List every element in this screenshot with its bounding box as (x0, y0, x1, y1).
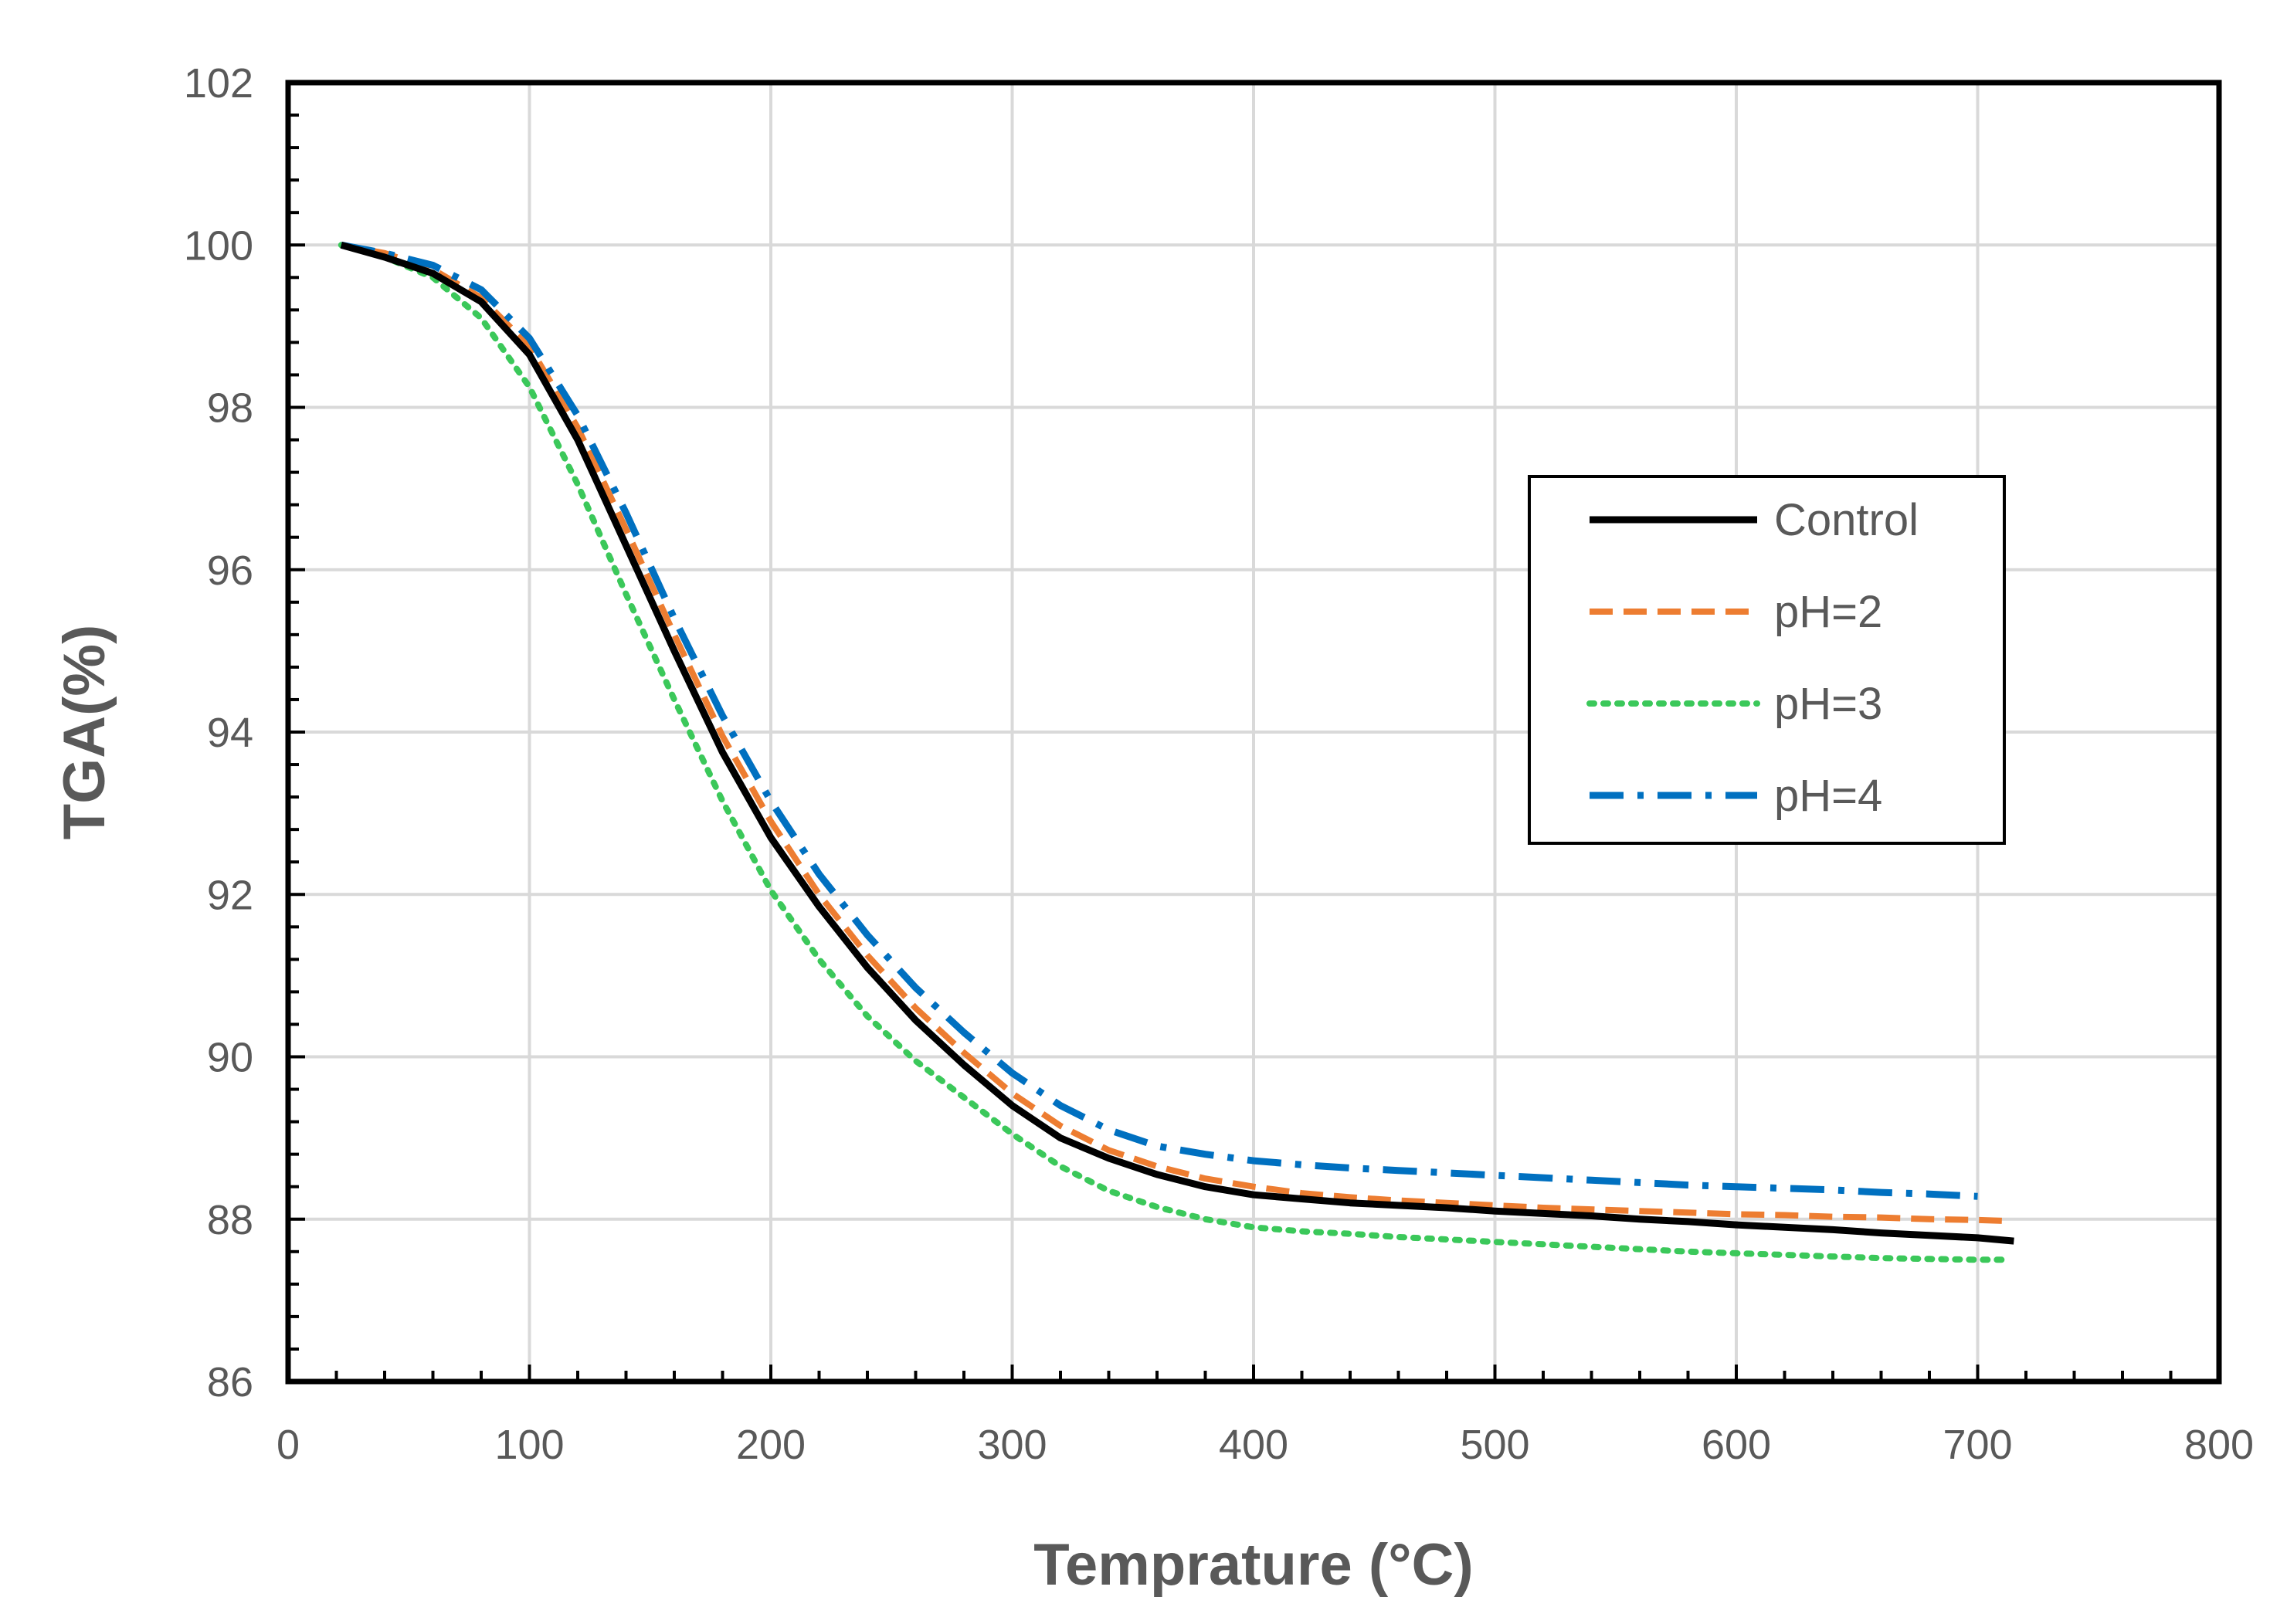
x-tick-label: 100 (494, 1422, 564, 1468)
y-axis-title: TGA(%) (52, 625, 117, 840)
y-tick-label: 98 (207, 385, 253, 432)
x-axis-title: Temprature (°C) (1033, 1532, 1473, 1598)
legend: Control pH=2 pH=3 pH=4 (1528, 475, 2006, 845)
minor-ticks (287, 81, 2221, 1383)
legend-box (1528, 475, 2006, 845)
legend-label: pH=3 (1774, 679, 1882, 729)
x-tick-label: 400 (1219, 1422, 1288, 1468)
tick-labels: 0 100 200 300 400 500 600 700 800 86 88 90 92 94 96 98 1… (184, 60, 2254, 1468)
series-line-ph-2 (341, 242, 2002, 1224)
legend-label: Control (1774, 495, 1919, 545)
series-line-ph-4 (340, 241, 1978, 1200)
x-tick-label: 800 (2184, 1422, 2254, 1468)
series-layer (338, 241, 2014, 1263)
x-tick-label: 600 (1702, 1422, 1771, 1468)
y-tick-label: 94 (207, 710, 253, 756)
legend-label: pH=2 (1774, 587, 1882, 637)
y-tick-label: 90 (207, 1035, 253, 1081)
x-tick-label: 300 (977, 1422, 1047, 1468)
x-tick-label: 200 (736, 1422, 806, 1468)
y-tick-label: 100 (184, 222, 253, 269)
series-line-control (340, 241, 2014, 1245)
x-tick-label: 700 (1943, 1422, 2012, 1468)
series-line-ph-3 (338, 242, 2005, 1263)
y-tick-label: 88 (207, 1197, 253, 1243)
x-tick-label: 500 (1460, 1422, 1529, 1468)
y-tick-label: 86 (207, 1359, 253, 1405)
legend-label: pH=4 (1774, 771, 1882, 821)
x-tick-label: 0 (277, 1422, 300, 1468)
y-tick-label: 96 (207, 548, 253, 594)
y-tick-label: 102 (184, 60, 253, 107)
y-tick-label: 92 (207, 872, 253, 918)
